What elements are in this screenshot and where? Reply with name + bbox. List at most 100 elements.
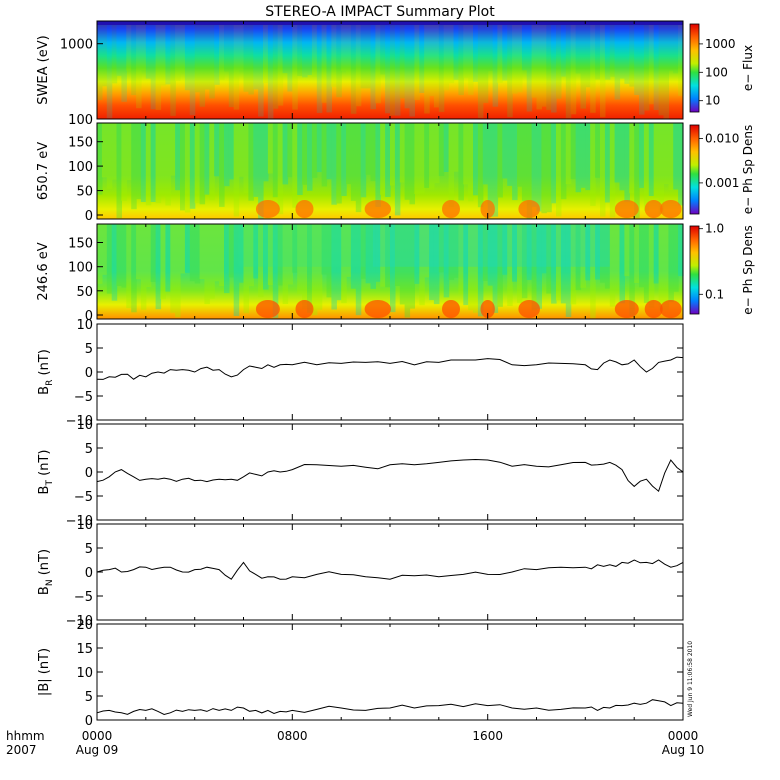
heatmap-streak — [224, 21, 230, 72]
heatmap-blob — [518, 200, 540, 218]
heatmap-streak — [360, 224, 367, 279]
heatmap-streak — [390, 123, 396, 186]
heatmap-streak — [624, 21, 630, 84]
heatmap-streak — [453, 123, 459, 172]
heatmap-streak — [585, 21, 591, 88]
heatmap-streak — [350, 224, 357, 289]
heatmap-streak — [321, 21, 328, 103]
heatmap-streak — [170, 224, 176, 313]
heatmap-streak — [531, 224, 538, 311]
heatmap-texture — [97, 123, 684, 219]
heatmap-streak — [424, 21, 430, 114]
heatmap-streak — [521, 224, 528, 299]
heatmap-texture — [97, 224, 684, 319]
colorbar — [689, 23, 700, 113]
heatmap-streak — [277, 21, 284, 106]
heatmap-blob — [295, 200, 314, 218]
heatmap-streak — [624, 123, 630, 202]
heatmap-streak — [140, 123, 147, 202]
heatmap-streak — [184, 224, 191, 273]
heatmap-streak — [150, 21, 157, 110]
heatmap-streak — [580, 123, 586, 188]
heatmap-streak — [307, 123, 313, 191]
heatmap-streak — [214, 123, 220, 177]
heatmap-streak — [565, 123, 572, 185]
heatmap-streak — [502, 21, 508, 81]
heatmap-streak — [448, 21, 455, 84]
y-tick-label: 5 — [85, 690, 93, 705]
time-tick-label: 0000 — [82, 729, 113, 743]
y-axis-label: |B| (nT) — [37, 648, 52, 696]
heatmap-streak — [487, 224, 494, 286]
heatmap-streak — [140, 224, 147, 310]
plot-timestamp: Wed Jun 9 11:06:58 2010 — [687, 641, 694, 717]
data-line — [96, 356, 684, 380]
y-tick-label: 0 — [85, 366, 93, 381]
plot-title: STEREO-A IMPACT Summary Plot — [265, 4, 495, 20]
heatmap-streak — [160, 21, 166, 86]
heatmap-streak — [287, 21, 293, 92]
heatmap-streak — [409, 224, 415, 309]
heatmap-streak — [634, 123, 640, 218]
heatmap-streak — [600, 224, 606, 283]
heatmap-streak — [512, 123, 518, 201]
heatmap-streak — [614, 224, 621, 294]
heatmap-streak — [585, 123, 591, 191]
heatmap-streak — [341, 123, 347, 196]
heatmap-streak — [399, 224, 406, 305]
heatmap-streak — [634, 224, 640, 283]
heatmap-streak — [258, 21, 264, 117]
heatmap-streak — [307, 21, 313, 75]
heatmap-streak — [443, 21, 450, 91]
heatmap-streak — [375, 224, 381, 282]
heatmap-streak — [438, 123, 445, 176]
heatmap-streak — [585, 224, 591, 281]
heatmap-streak — [228, 224, 235, 278]
heatmap-streak — [209, 123, 215, 201]
data-line — [96, 699, 684, 716]
heatmap-streak — [116, 21, 122, 76]
heatmap-streak — [590, 21, 596, 113]
heatmap-streak — [531, 21, 538, 98]
heatmap-streak — [194, 21, 201, 93]
y-tick-label: −10 — [66, 614, 93, 629]
heatmap-streak — [507, 123, 513, 186]
heatmap-streak — [375, 123, 381, 207]
panel-7: 20 15 10 5 0 |B| (nT) — [37, 618, 684, 729]
heatmap-streak — [404, 123, 411, 200]
heatmap-streak — [409, 123, 415, 205]
heatmap-streak — [473, 123, 479, 196]
heatmap-streak — [316, 224, 323, 310]
heatmap-streak — [648, 123, 655, 196]
heatmap-streak — [433, 224, 440, 305]
heatmap-streak — [560, 224, 567, 304]
heatmap-streak — [204, 224, 210, 305]
heatmap-streak — [624, 224, 630, 277]
heatmap-streak — [604, 123, 611, 203]
heatmap-streak — [448, 123, 455, 207]
heatmap-streak — [658, 123, 665, 215]
heatmap-streak — [590, 224, 596, 319]
y-tick-label: 0 — [85, 566, 93, 581]
heatmap-streak — [517, 224, 523, 303]
heatmap-streak — [267, 224, 274, 285]
heatmap-streak — [302, 123, 308, 185]
heatmap-streak — [131, 224, 137, 313]
heatmap-streak — [629, 21, 635, 87]
heatmap-streak — [277, 224, 284, 286]
heatmap-streak — [663, 21, 669, 119]
heatmap-streak — [429, 224, 435, 301]
heatmap-streak — [614, 123, 621, 183]
heatmap-streak — [355, 21, 362, 107]
y-axis-label-unit: (nT) — [37, 549, 52, 579]
heatmap-streak — [189, 21, 196, 116]
heatmap-streak — [497, 21, 503, 83]
heatmap-streak — [619, 224, 625, 304]
heatmap-streak — [546, 21, 552, 110]
heatmap-streak — [497, 224, 503, 307]
heatmap-streak — [507, 224, 513, 306]
heatmap-streak — [595, 21, 601, 80]
heatmap-streak — [121, 123, 127, 201]
heatmap-streak — [521, 123, 528, 202]
heatmap-streak — [619, 123, 625, 191]
